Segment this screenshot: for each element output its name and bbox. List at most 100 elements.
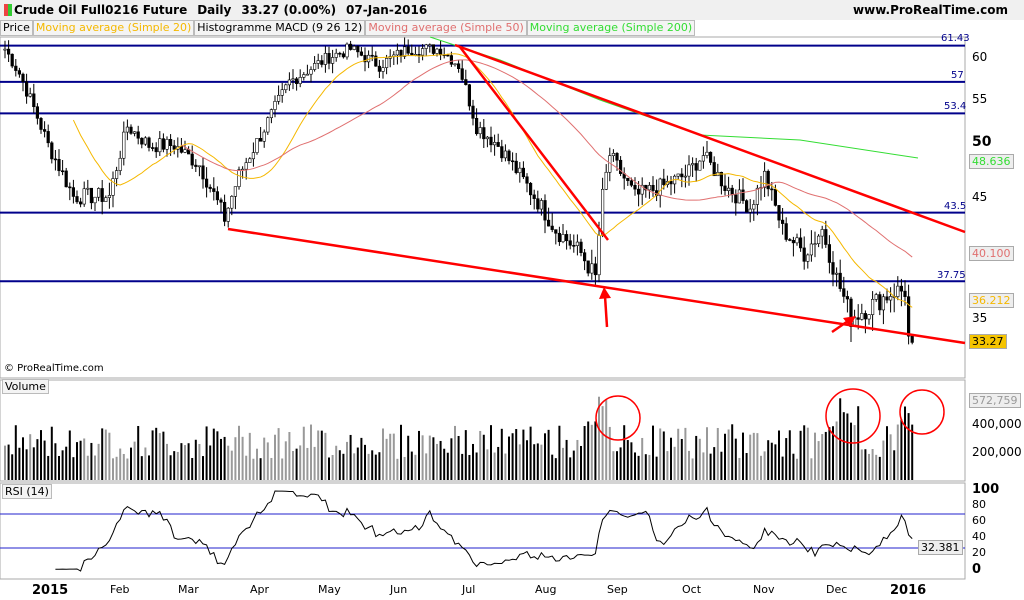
volume-bar bbox=[655, 456, 658, 480]
volume-bar bbox=[623, 425, 626, 480]
legend-price[interactable]: Price bbox=[0, 20, 33, 36]
volume-bar bbox=[194, 439, 197, 480]
volume-bar bbox=[518, 444, 521, 480]
candle bbox=[143, 137, 148, 145]
candle bbox=[68, 186, 72, 189]
candle bbox=[53, 158, 57, 161]
volume-tick: 400,000 bbox=[972, 417, 1022, 431]
volume-bar bbox=[443, 448, 446, 480]
candle bbox=[644, 184, 648, 191]
candle bbox=[478, 127, 482, 135]
last-price-tag: 33.27 bbox=[969, 334, 1007, 349]
candle bbox=[525, 176, 529, 184]
volume-bar bbox=[292, 450, 294, 480]
candle bbox=[658, 178, 662, 196]
volume-bar bbox=[745, 453, 748, 480]
volume-bar bbox=[349, 434, 352, 480]
candle bbox=[496, 142, 500, 147]
candle bbox=[755, 187, 759, 205]
candle bbox=[827, 244, 831, 263]
volume-bar bbox=[562, 447, 564, 480]
price-tick: 35 bbox=[972, 311, 988, 325]
volume-bar bbox=[97, 443, 100, 480]
volume-bar bbox=[770, 442, 773, 480]
legend-ma200[interactable]: Moving average (Simple 200) bbox=[526, 20, 696, 36]
candle bbox=[287, 79, 292, 86]
volume-bar bbox=[454, 425, 456, 480]
legend-ma20[interactable]: Moving average (Simple 20) bbox=[32, 20, 195, 36]
volume-bar bbox=[554, 458, 557, 480]
volume-bar bbox=[209, 445, 212, 480]
candle bbox=[305, 73, 310, 76]
candle bbox=[719, 171, 723, 187]
candle bbox=[762, 170, 767, 188]
volume-bar bbox=[144, 447, 147, 480]
candle bbox=[507, 150, 511, 162]
candle bbox=[208, 186, 212, 189]
volume-bar bbox=[472, 443, 474, 480]
candle bbox=[669, 181, 673, 185]
volume-bar bbox=[720, 451, 723, 480]
volume-bar bbox=[680, 438, 683, 480]
legend-macd[interactable]: Histogramme MACD (9 26 12) bbox=[194, 20, 366, 36]
candle bbox=[597, 235, 601, 276]
candle bbox=[748, 208, 752, 213]
volume-bar bbox=[202, 456, 204, 480]
quote: 33.27 (0.00%) bbox=[241, 3, 337, 17]
candle bbox=[3, 48, 7, 51]
candle bbox=[838, 272, 842, 289]
volume-bar bbox=[828, 427, 831, 480]
volume-bar bbox=[796, 458, 798, 480]
volume-bar bbox=[367, 453, 370, 480]
volume-bar bbox=[223, 436, 226, 480]
candle bbox=[773, 188, 777, 206]
candle bbox=[370, 54, 374, 57]
volume-bar bbox=[788, 430, 791, 480]
volume-bar bbox=[238, 425, 240, 480]
candle bbox=[438, 48, 443, 56]
candle bbox=[136, 131, 140, 139]
volume-bar bbox=[58, 455, 60, 480]
candle bbox=[575, 241, 579, 246]
volume-bar bbox=[191, 457, 194, 480]
volume-bar bbox=[40, 430, 42, 480]
volume-bar bbox=[374, 454, 377, 480]
volume-bar bbox=[259, 458, 262, 480]
legend-ma50[interactable]: Moving average (Simple 50) bbox=[365, 20, 527, 36]
candle bbox=[582, 252, 587, 262]
volume-bar bbox=[724, 433, 726, 480]
volume-bar bbox=[734, 438, 737, 480]
volume-bar bbox=[587, 421, 590, 480]
candle bbox=[536, 198, 540, 210]
volume-bar bbox=[533, 444, 536, 480]
candle bbox=[741, 189, 745, 201]
volume-bar bbox=[122, 453, 125, 480]
volume-bar bbox=[22, 437, 24, 480]
volume-bar bbox=[252, 458, 255, 480]
time-tick: Jun bbox=[390, 583, 408, 596]
volume-bar bbox=[479, 430, 482, 480]
candle bbox=[471, 105, 475, 119]
candle bbox=[14, 65, 18, 71]
volume-bar bbox=[396, 458, 399, 480]
volume-bar bbox=[551, 454, 554, 480]
site-link[interactable]: www.ProRealTime.com bbox=[853, 3, 1008, 17]
volume-bar bbox=[882, 440, 885, 480]
volume-bar bbox=[151, 430, 154, 480]
volume-bar bbox=[382, 428, 384, 480]
volume-bar bbox=[112, 458, 114, 480]
volume-bar bbox=[580, 445, 582, 480]
candle bbox=[219, 199, 223, 203]
time-tick: 2016 bbox=[890, 583, 927, 598]
volume-bar bbox=[184, 445, 186, 480]
candle bbox=[705, 151, 709, 156]
volume-bar bbox=[803, 425, 806, 480]
volume-bar bbox=[428, 435, 431, 480]
candle bbox=[107, 195, 111, 198]
candle bbox=[35, 106, 39, 119]
volume-bar bbox=[864, 449, 867, 480]
level-label: 53.4 bbox=[944, 101, 967, 112]
volume-bar bbox=[11, 454, 14, 480]
candle bbox=[766, 170, 770, 190]
